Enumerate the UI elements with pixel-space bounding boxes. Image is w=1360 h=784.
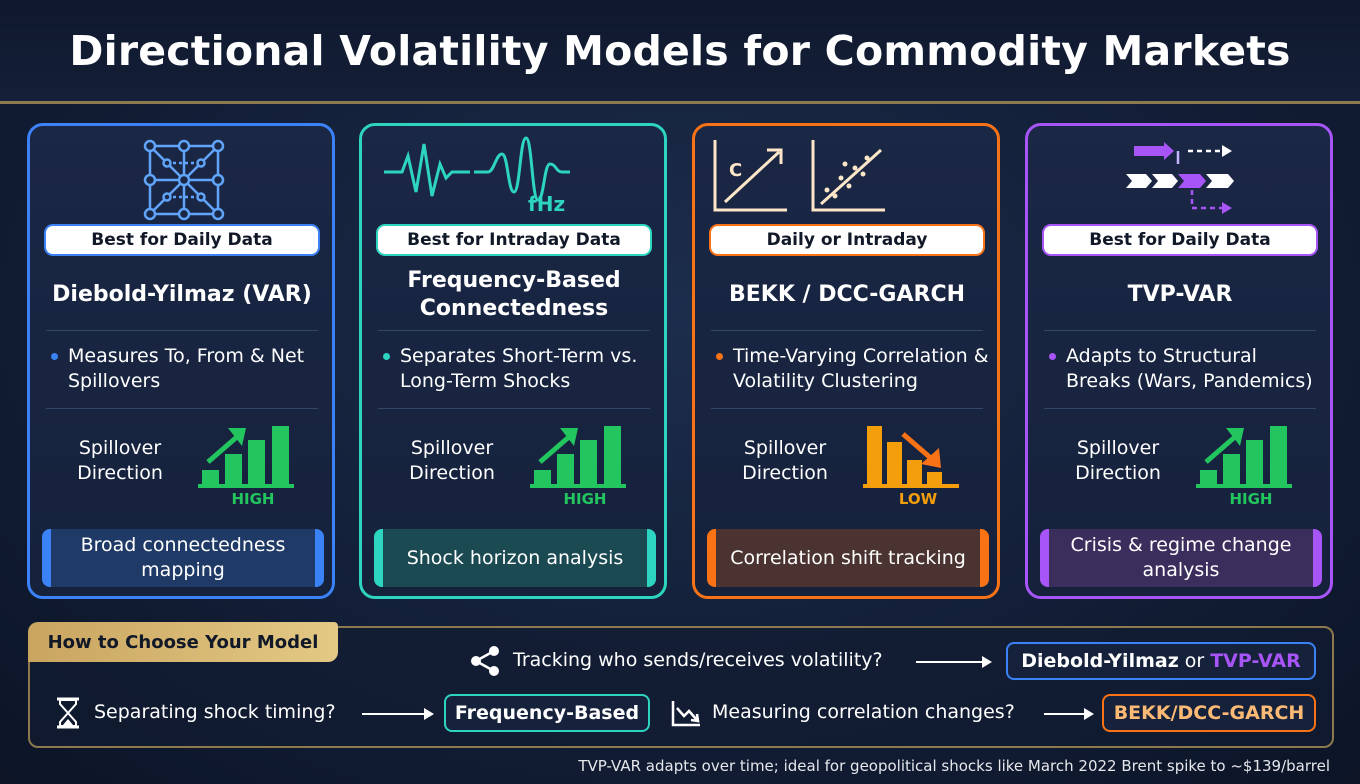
guide-question: Separating shock timing?	[94, 701, 336, 723]
spillover-direction-label: Spillover Direction	[1075, 437, 1161, 484]
model-name: BEKK / DCC-GARCH	[728, 282, 966, 307]
accent-edge	[647, 529, 656, 587]
guide-question: Tracking who sends/receives volatility?	[513, 649, 883, 671]
correlation-chart-icon	[695, 134, 997, 226]
share-icon	[468, 645, 502, 677]
recommended-model-badge: Diebold-Yilmaz or TVP-VAR	[1006, 642, 1316, 680]
bullet-dot	[51, 353, 58, 360]
data-frequency-pill: Daily or Intraday	[709, 224, 985, 256]
spillover-level: HIGH	[563, 490, 607, 508]
feature-bullet: Time-Varying Correlation & Volatility Cl…	[713, 344, 991, 394]
rising-bars-icon	[1196, 418, 1306, 510]
frequency-unit-label: fHz	[528, 192, 566, 216]
falling-bars-icon	[863, 418, 973, 510]
accent-edge	[707, 529, 716, 587]
recommended-model-badge: Frequency-Based	[444, 694, 650, 732]
page-title: Directional Volatility Models for Commod…	[69, 26, 1291, 75]
answer-tvp-var: TVP-VAR	[1210, 650, 1301, 672]
use-case-text: Correlation shift tracking	[730, 546, 966, 569]
spillover-direction-label: Spillover Direction	[409, 437, 495, 484]
model-card-frequency-based: fHz Best for Intraday Data Frequency-Bas…	[359, 123, 667, 599]
model-card-bekk-dcc-garch: C Daily or Intraday BEKK / DCC-GARCH Tim…	[692, 123, 1000, 599]
rising-bars-icon	[530, 418, 640, 510]
accent-edge	[1313, 529, 1322, 587]
accent-edge	[1040, 529, 1049, 587]
use-case-text: Broad connectedness mapping	[80, 534, 286, 581]
data-frequency-pill: Best for Daily Data	[1042, 224, 1318, 256]
feature-text: Time-Varying Correlation & Volatility Cl…	[733, 345, 989, 392]
model-name: TVP-VAR	[1127, 282, 1233, 307]
data-frequency-pill: Best for Intraday Data	[376, 224, 652, 256]
waveform-icon	[362, 134, 664, 226]
answer-diebold-yilmaz: Diebold-Yilmaz	[1021, 650, 1179, 672]
spillover-direction-label: Spillover Direction	[742, 437, 828, 484]
feature-text: Separates Short-Term vs. Long-Term Shock…	[400, 345, 638, 392]
answer-frequency-based: Frequency-Based	[454, 702, 640, 724]
use-case-box: Broad connectedness mapping	[42, 529, 324, 587]
arrow-icon	[916, 656, 992, 668]
use-case-text: Crisis & regime change analysis	[1070, 534, 1292, 581]
footnote: TVP-VAR adapts over time; ideal for geop…	[578, 757, 1330, 775]
model-name: Frequency-Based Connectedness	[407, 268, 621, 321]
divider	[711, 408, 983, 409]
accent-edge	[374, 529, 383, 587]
use-case-text: Shock horizon analysis	[406, 546, 624, 569]
guide-question: Measuring correlation changes?	[712, 701, 1015, 723]
hourglass-icon	[55, 697, 81, 729]
time-shift-arrows-icon	[1028, 134, 1330, 226]
divider	[711, 330, 983, 331]
spillover-level: HIGH	[1229, 490, 1273, 508]
accent-edge	[42, 529, 51, 587]
use-case-box: Shock horizon analysis	[374, 529, 656, 587]
divider	[1044, 330, 1316, 331]
model-name: Diebold-Yilmaz (VAR)	[52, 282, 312, 307]
spillover-level: HIGH	[231, 490, 275, 508]
title-bar: Directional Volatility Models for Commod…	[0, 0, 1360, 104]
use-case-box: Correlation shift tracking	[707, 529, 989, 587]
feature-bullet: Separates Short-Term vs. Long-Term Shock…	[380, 344, 658, 394]
arrow-icon	[1044, 708, 1094, 720]
divider	[46, 330, 318, 331]
trend-down-icon	[670, 698, 702, 728]
accent-edge	[980, 529, 989, 587]
feature-bullet: Adapts to Structural Breaks (Wars, Pande…	[1046, 344, 1324, 394]
arrow-icon	[362, 708, 434, 720]
divider	[1044, 408, 1316, 409]
data-frequency-pill: Best for Daily Data	[44, 224, 320, 256]
divider	[378, 408, 650, 409]
spillover-level: LOW	[898, 490, 938, 508]
guide-heading: How to Choose Your Model	[28, 622, 338, 662]
bullet-dot	[716, 353, 723, 360]
use-case-box: Crisis & regime change analysis	[1040, 529, 1322, 587]
model-card-tvp-var: Best for Daily Data TVP-VAR Adapts to St…	[1025, 123, 1333, 599]
model-card-diebold-yilmaz: Best for Daily Data Diebold-Yilmaz (VAR)…	[27, 123, 335, 599]
divider	[46, 408, 318, 409]
answer-join: or	[1184, 650, 1205, 672]
recommended-model-badge: BEKK/DCC-GARCH	[1102, 694, 1316, 732]
accent-edge	[315, 529, 324, 587]
divider	[378, 330, 650, 331]
answer-bekk-dcc-garch: BEKK/DCC-GARCH	[1113, 702, 1305, 724]
feature-bullet: Measures To, From & Net Spillovers	[48, 344, 326, 394]
spillover-direction-label: Spillover Direction	[77, 437, 163, 484]
feature-text: Adapts to Structural Breaks (Wars, Pande…	[1066, 345, 1313, 392]
bullet-dot	[1049, 353, 1056, 360]
network-grid-icon	[30, 134, 332, 226]
feature-text: Measures To, From & Net Spillovers	[68, 345, 305, 392]
rising-bars-icon	[198, 418, 308, 510]
correlation-symbol-label: C	[729, 160, 743, 181]
bullet-dot	[383, 353, 390, 360]
